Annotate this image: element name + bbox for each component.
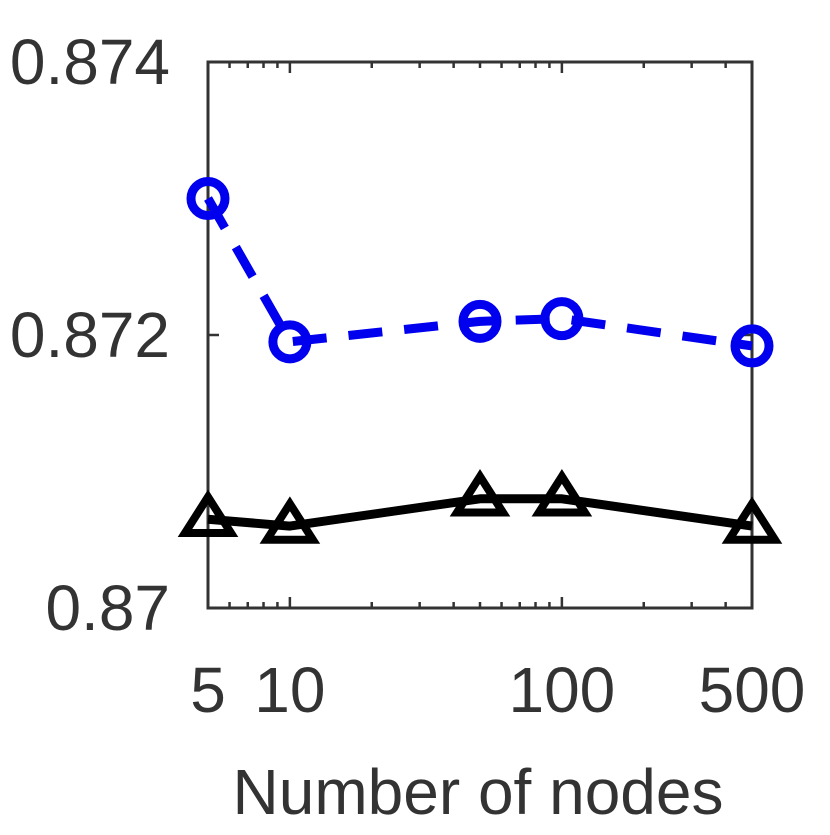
data-point bbox=[186, 177, 230, 220]
x-tick-labels: 5 10 100 500 bbox=[190, 654, 805, 726]
data-point bbox=[268, 320, 312, 364]
x-axis-label: Number of nodes bbox=[233, 756, 724, 828]
plot-area bbox=[206, 60, 754, 610]
y-tick-label: 0.872 bbox=[10, 299, 170, 371]
data-point bbox=[259, 496, 321, 544]
series-layer bbox=[177, 177, 783, 544]
data-point bbox=[449, 469, 511, 517]
x-tick-label: 500 bbox=[699, 654, 806, 726]
series-line bbox=[207, 494, 753, 531]
x-tick-label: 10 bbox=[254, 654, 325, 726]
series-0 bbox=[186, 177, 774, 368]
x-tick-label: 100 bbox=[508, 654, 615, 726]
series-1 bbox=[177, 469, 783, 544]
data-point bbox=[531, 469, 593, 517]
y-tick-labels: 0.87 0.872 0.874 bbox=[10, 26, 170, 644]
series-line bbox=[204, 196, 753, 351]
x-tick-label: 5 bbox=[190, 654, 226, 726]
data-point bbox=[177, 489, 239, 537]
data-point bbox=[730, 324, 774, 368]
y-tick-label: 0.874 bbox=[10, 26, 170, 98]
data-point bbox=[721, 496, 783, 544]
data-point bbox=[540, 297, 584, 341]
y-tick-label: 0.87 bbox=[45, 572, 170, 644]
data-point bbox=[458, 299, 502, 343]
